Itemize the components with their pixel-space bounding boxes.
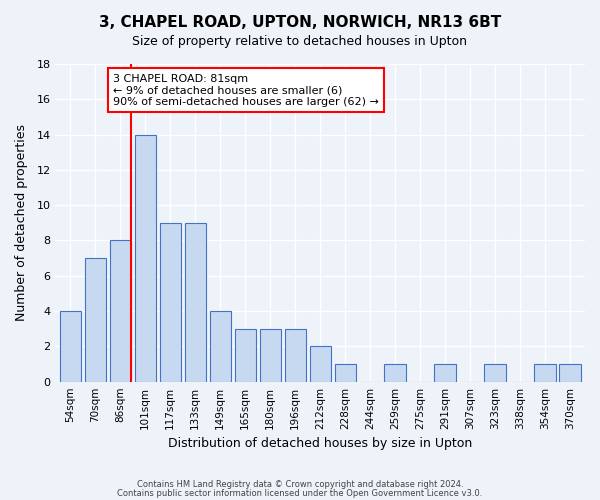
Y-axis label: Number of detached properties: Number of detached properties bbox=[15, 124, 28, 322]
Bar bbox=[385, 364, 406, 382]
Bar bbox=[134, 134, 156, 382]
Bar bbox=[185, 223, 206, 382]
Bar bbox=[85, 258, 106, 382]
Text: 3 CHAPEL ROAD: 81sqm
← 9% of detached houses are smaller (6)
90% of semi-detache: 3 CHAPEL ROAD: 81sqm ← 9% of detached ho… bbox=[113, 74, 379, 106]
Bar bbox=[160, 223, 181, 382]
X-axis label: Distribution of detached houses by size in Upton: Distribution of detached houses by size … bbox=[168, 437, 472, 450]
Bar bbox=[484, 364, 506, 382]
Bar bbox=[335, 364, 356, 382]
Bar bbox=[260, 328, 281, 382]
Bar bbox=[535, 364, 556, 382]
Text: Size of property relative to detached houses in Upton: Size of property relative to detached ho… bbox=[133, 35, 467, 48]
Bar bbox=[110, 240, 131, 382]
Bar bbox=[235, 328, 256, 382]
Bar bbox=[284, 328, 306, 382]
Bar bbox=[434, 364, 456, 382]
Bar bbox=[209, 311, 231, 382]
Text: 3, CHAPEL ROAD, UPTON, NORWICH, NR13 6BT: 3, CHAPEL ROAD, UPTON, NORWICH, NR13 6BT bbox=[99, 15, 501, 30]
Bar bbox=[559, 364, 581, 382]
Text: Contains public sector information licensed under the Open Government Licence v3: Contains public sector information licen… bbox=[118, 489, 482, 498]
Bar bbox=[59, 311, 81, 382]
Text: Contains HM Land Registry data © Crown copyright and database right 2024.: Contains HM Land Registry data © Crown c… bbox=[137, 480, 463, 489]
Bar bbox=[310, 346, 331, 382]
